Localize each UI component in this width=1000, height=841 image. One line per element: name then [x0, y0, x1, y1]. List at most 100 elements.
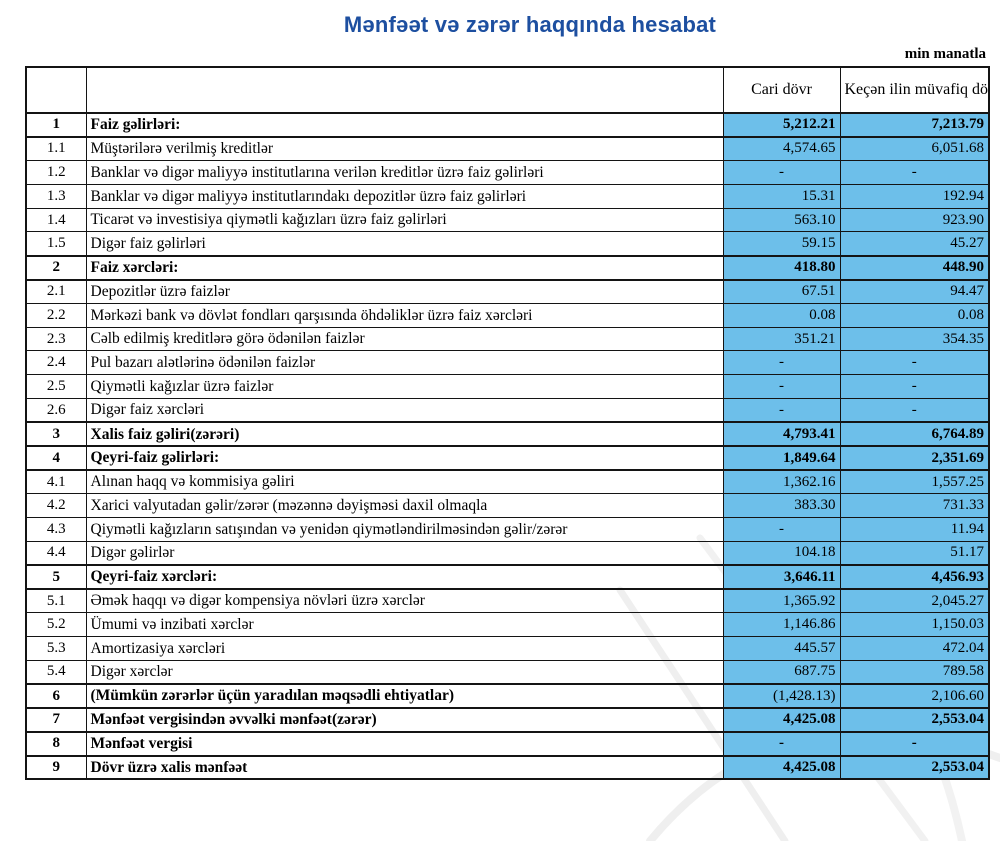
table-row: 2.1 Depozitlər üzrə faizlər 67.51 94.47 — [25, 279, 990, 304]
row-number: 4.1 — [25, 469, 87, 495]
row-value-previous: - — [839, 350, 990, 376]
row-value-current: 59.15 — [722, 231, 841, 257]
table-row: 4.2 Xarici valyutadan gəlir/zərər (məzən… — [25, 493, 990, 519]
row-number: 1.2 — [25, 160, 87, 185]
row-value-current: 4,793.41 — [722, 421, 841, 448]
row-label: Digər faiz gəlirləri — [85, 231, 724, 257]
row-value-previous: 731.33 — [839, 493, 990, 519]
header-previous-period: Keçən ilin müvafiq dövrü — [839, 66, 990, 114]
row-value-current: 351.21 — [722, 326, 841, 352]
row-label: Banklar və digər maliyyə institutlarına … — [85, 160, 724, 185]
row-value-current: 3,646.11 — [722, 564, 841, 590]
row-value-previous: - — [839, 374, 990, 400]
row-value-current: 4,574.65 — [722, 136, 841, 162]
row-value-previous: - — [839, 730, 990, 757]
table-row: 2.2 Mərkəzi bank və dövlət fondları qarş… — [25, 302, 990, 328]
table-body: 1 Faiz gəlirləri: 5,212.21 7,213.79 1.1 … — [25, 112, 990, 781]
table-row: 8 Mənfəət vergisi - - — [25, 730, 990, 757]
row-label: Qeyri-faiz xərcləri: — [85, 564, 724, 590]
row-number: 4.4 — [25, 540, 87, 566]
pnl-table: Cari dövr Keçən ilin müvafiq dövrü 1 Fai… — [25, 66, 990, 781]
row-label: Ticarət və investisiya qiymətli kağızlar… — [85, 207, 724, 233]
row-value-previous: 11.94 — [839, 517, 990, 542]
row-value-current: - — [722, 517, 841, 542]
row-label: Xalis faiz gəliri(zərəri) — [85, 421, 724, 448]
row-label: Cəlb edilmiş kreditlərə görə ödənilən fa… — [85, 326, 724, 352]
row-number: 4.2 — [25, 493, 87, 519]
header-number-col — [25, 66, 87, 114]
row-number: 5.4 — [25, 659, 87, 685]
row-label: Ümumi və inzibati xərclər — [85, 612, 724, 638]
row-value-current: 1,146.86 — [722, 612, 841, 638]
row-value-previous: 2,553.04 — [839, 706, 990, 733]
row-value-current: - — [722, 350, 841, 376]
table-row: 4.4 Digər gəlirlər 104.18 51.17 — [25, 540, 990, 566]
row-value-previous: 789.58 — [839, 659, 990, 685]
row-value-current: 563.10 — [722, 207, 841, 233]
row-number: 1.4 — [25, 207, 87, 233]
row-value-previous: 354.35 — [839, 326, 990, 352]
row-value-current: 5,212.21 — [722, 112, 841, 138]
row-number: 5.3 — [25, 636, 87, 661]
row-number: 1.1 — [25, 136, 87, 162]
table-row: 2.5 Qiymətli kağızlar üzrə faizlər - - — [25, 374, 990, 400]
header-label-col — [85, 66, 724, 114]
row-value-previous: 2,106.60 — [839, 683, 990, 709]
table-row: 5.3 Amortizasiya xərcləri 445.57 472.04 — [25, 636, 990, 661]
table-row: 4 Qeyri-faiz gəlirləri: 1,849.64 2,351.6… — [25, 445, 990, 471]
row-number: 1.3 — [25, 183, 87, 209]
table-row: 5 Qeyri-faiz xərcləri: 3,646.11 4,456.93 — [25, 564, 990, 590]
row-value-current: 104.18 — [722, 540, 841, 566]
row-label: Faiz xərcləri: — [85, 254, 724, 281]
row-value-previous: 6,051.68 — [839, 136, 990, 162]
row-value-previous: 1,557.25 — [839, 469, 990, 495]
row-number: 5.2 — [25, 612, 87, 638]
row-label: (Mümkün zərərlər üçün yaradılan məqsədli… — [85, 683, 724, 709]
row-value-current: (1,428.13) — [722, 683, 841, 709]
row-label: Mərkəzi bank və dövlət fondları qarşısın… — [85, 302, 724, 328]
row-label: Dövr üzrə xalis mənfəət — [85, 754, 724, 781]
table-row: 3 Xalis faiz gəliri(zərəri) 4,793.41 6,7… — [25, 421, 990, 448]
row-label: Alınan haqq və kommisiya gəliri — [85, 469, 724, 495]
table-row: 6 (Mümkün zərərlər üçün yaradılan məqsəd… — [25, 683, 990, 709]
row-value-current: 383.30 — [722, 493, 841, 519]
row-label: Mənfəət vergisindən əvvəlki mənfəət(zərə… — [85, 706, 724, 733]
row-value-current: 687.75 — [722, 659, 841, 685]
row-value-previous: 472.04 — [839, 636, 990, 661]
row-label: Pul bazarı alətlərinə ödənilən faizlər — [85, 350, 724, 376]
table-row: 1.5 Digər faiz gəlirləri 59.15 45.27 — [25, 231, 990, 257]
row-value-previous: 2,351.69 — [839, 445, 990, 471]
row-value-current: 418.80 — [722, 254, 841, 281]
row-value-previous: 94.47 — [839, 279, 990, 304]
table-row: 5.4 Digər xərclər 687.75 789.58 — [25, 659, 990, 685]
table-row: 2.4 Pul bazarı alətlərinə ödənilən faizl… — [25, 350, 990, 376]
row-number: 9 — [25, 754, 87, 781]
row-number: 2.2 — [25, 302, 87, 328]
table-row: 2 Faiz xərcləri: 418.80 448.90 — [25, 254, 990, 281]
row-number: 4 — [25, 445, 87, 471]
row-number: 3 — [25, 421, 87, 448]
row-value-previous: - — [839, 160, 990, 185]
row-number: 2.5 — [25, 374, 87, 400]
row-value-current: 4,425.08 — [722, 754, 841, 781]
row-number: 2 — [25, 254, 87, 281]
row-value-previous: 448.90 — [839, 254, 990, 281]
table-row: 1 Faiz gəlirləri: 5,212.21 7,213.79 — [25, 112, 990, 138]
row-value-previous: 45.27 — [839, 231, 990, 257]
row-value-current: - — [722, 730, 841, 757]
row-number: 4.3 — [25, 517, 87, 542]
row-value-previous: 2,553.04 — [839, 754, 990, 781]
row-number: 2.4 — [25, 350, 87, 376]
table-row: 4.1 Alınan haqq və kommisiya gəliri 1,36… — [25, 469, 990, 495]
row-value-current: 4,425.08 — [722, 706, 841, 733]
row-number: 5.1 — [25, 588, 87, 614]
row-value-current: 1,362.16 — [722, 469, 841, 495]
row-value-current: - — [722, 398, 841, 423]
row-label: Qiymətli kağızların satışından və yenidə… — [85, 517, 724, 542]
row-value-previous: 2,045.27 — [839, 588, 990, 614]
row-number: 1 — [25, 112, 87, 138]
row-label: Digər gəlirlər — [85, 540, 724, 566]
table-row: 1.3 Banklar və digər maliyyə institutlar… — [25, 183, 990, 209]
row-number: 2.6 — [25, 398, 87, 423]
